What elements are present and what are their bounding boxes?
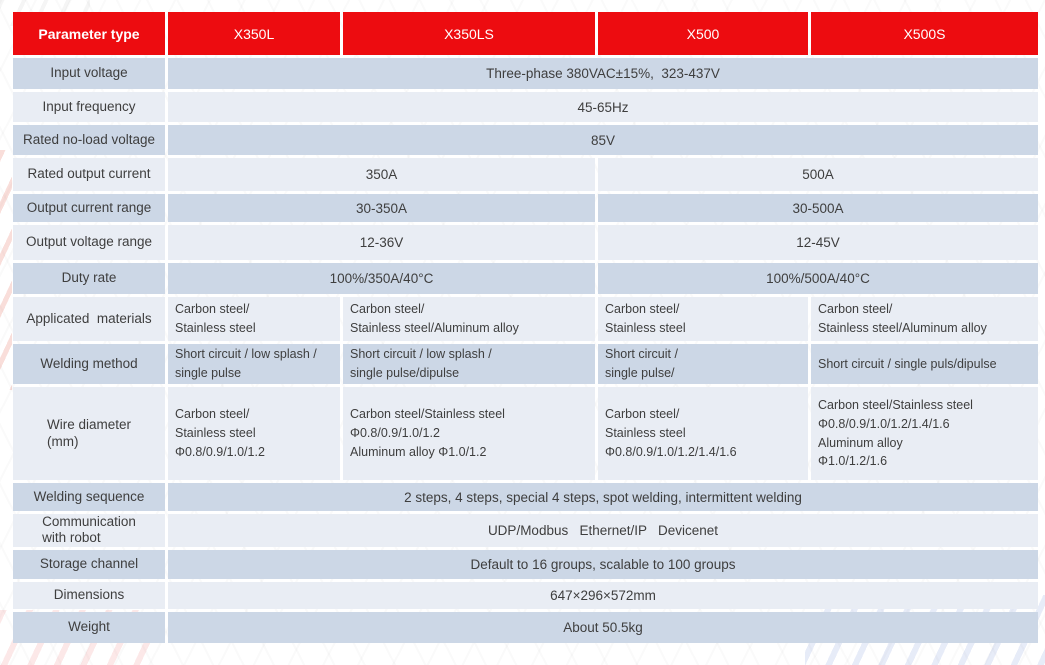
spec-value: Short circuit / single puls/dipulse — [811, 344, 1038, 384]
spec-value: 85V — [168, 125, 1038, 155]
spec-value: 100%/500A/40°C — [598, 263, 1038, 294]
table-row: Duty rate 100%/350A/40°C 100%/500A/40°C — [13, 263, 1038, 294]
param-label: Welding method — [13, 344, 165, 384]
table-row: Storage channel Default to 16 groups, sc… — [13, 549, 1038, 579]
param-label: Dimensions — [13, 581, 165, 609]
table-row: Input voltage Three-phase 380VAC±15%, 32… — [13, 58, 1038, 89]
spec-value: Short circuit / low splash / single puls… — [168, 344, 340, 384]
param-label: Communication with robot — [13, 514, 165, 547]
spec-value: Carbon steel/Stainless steel Φ0.8/0.9/1.… — [343, 387, 595, 480]
param-label: Applicated materials — [13, 297, 165, 341]
table-row: Weight About 50.5kg — [13, 611, 1038, 643]
param-label: Rated output current — [13, 158, 165, 191]
param-label: Output voltage range — [13, 225, 165, 260]
table-row: Rated no-load voltage 85V — [13, 125, 1038, 155]
spec-value: 500A — [598, 158, 1038, 191]
spec-value: Carbon steel/ Stainless steel/Aluminum a… — [343, 297, 595, 341]
param-label: Wire diameter (mm) — [13, 387, 165, 480]
spec-value: 30-350A — [168, 194, 595, 222]
table-row: Rated output current 350A 500A — [13, 158, 1038, 191]
table-row: Welding sequence 2 steps, 4 steps, speci… — [13, 483, 1038, 511]
header-model-x500: X500 — [598, 12, 808, 55]
spec-value: 350A — [168, 158, 595, 191]
table-row: Input frequency 45-65Hz — [13, 92, 1038, 122]
table-header-row: Parameter type X350L X350LS X500 X500S — [13, 12, 1038, 55]
table-row: Applicated materials Carbon steel/ Stain… — [13, 297, 1038, 341]
table-row: Wire diameter (mm) Carbon steel/ Stainle… — [13, 387, 1038, 480]
spec-value: 45-65Hz — [168, 92, 1038, 122]
param-label: Input frequency — [13, 92, 165, 122]
spec-value: Carbon steel/Stainless steel Φ0.8/0.9/1.… — [811, 387, 1038, 480]
table-row: Communication with robot UDP/Modbus Ethe… — [13, 514, 1038, 547]
param-label: Welding sequence — [13, 483, 165, 511]
spec-value: Carbon steel/ Stainless steel Φ0.8/0.9/1… — [168, 387, 340, 480]
header-model-x350ls: X350LS — [343, 12, 595, 55]
spec-value: Short circuit / single pulse/ — [598, 344, 808, 384]
param-label: Weight — [13, 611, 165, 643]
spec-value: Carbon steel/ Stainless steel — [168, 297, 340, 341]
param-label: Input voltage — [13, 58, 165, 89]
table-row: Output voltage range 12-36V 12-45V — [13, 225, 1038, 260]
header-model-x500s: X500S — [811, 12, 1038, 55]
spec-value: 647×296×572mm — [168, 581, 1038, 609]
param-label: Storage channel — [13, 549, 165, 579]
spec-value: 2 steps, 4 steps, special 4 steps, spot … — [168, 483, 1038, 511]
spec-table: Parameter type X350L X350LS X500 X500S I… — [10, 9, 1041, 646]
table-row: Dimensions 647×296×572mm — [13, 581, 1038, 609]
spec-value: 12-45V — [598, 225, 1038, 260]
spec-value: Three-phase 380VAC±15%, 323-437V — [168, 58, 1038, 89]
spec-value: About 50.5kg — [168, 611, 1038, 643]
param-label: Rated no-load voltage — [13, 125, 165, 155]
spec-value: 30-500A — [598, 194, 1038, 222]
param-label: Output current range — [13, 194, 165, 222]
spec-value: Carbon steel/ Stainless steel/Aluminum a… — [811, 297, 1038, 341]
table-row: Output current range 30-350A 30-500A — [13, 194, 1038, 222]
param-label: Duty rate — [13, 263, 165, 294]
spec-value: Carbon steel/ Stainless steel Φ0.8/0.9/1… — [598, 387, 808, 480]
header-model-x350l: X350L — [168, 12, 340, 55]
spec-value: 100%/350A/40°C — [168, 263, 595, 294]
table-row: Welding method Short circuit / low splas… — [13, 344, 1038, 384]
spec-value: Short circuit / low splash / single puls… — [343, 344, 595, 384]
header-parameter-type: Parameter type — [13, 12, 165, 55]
spec-value: Default to 16 groups, scalable to 100 gr… — [168, 549, 1038, 579]
spec-value: UDP/Modbus Ethernet/IP Devicenet — [168, 514, 1038, 547]
spec-value: 12-36V — [168, 225, 595, 260]
spec-value: Carbon steel/ Stainless steel — [598, 297, 808, 341]
